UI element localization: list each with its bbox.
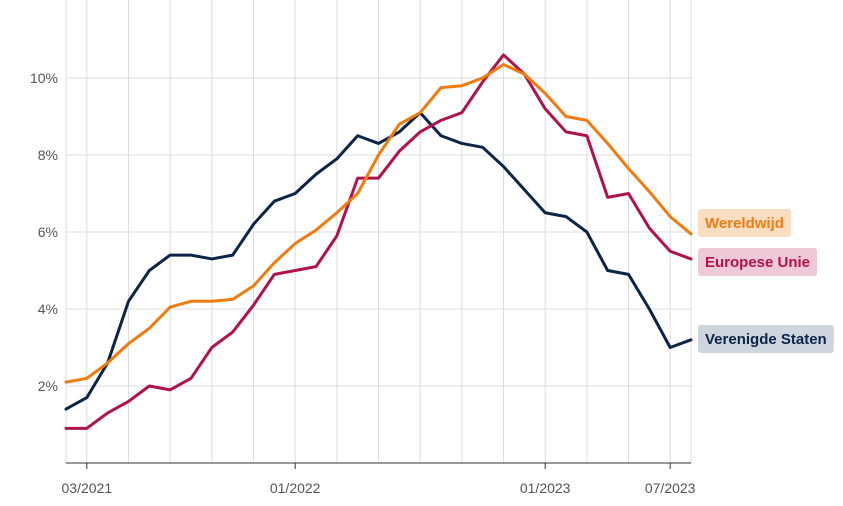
x-tick-label: 03/2021 — [62, 480, 113, 496]
y-tick-label: 2% — [38, 378, 58, 394]
y-tick-label: 6% — [38, 224, 58, 240]
legend-item-europese-unie: Europese Unie — [698, 248, 818, 276]
legend-label-background — [698, 325, 834, 353]
x-axis-labels: 03/2021 01/2022 01/2023 07/2023 — [62, 463, 696, 496]
legend-label-background — [698, 209, 791, 237]
legend-label: Europese Unie — [705, 254, 810, 271]
series-line-verenigde-staten — [64, 111, 693, 411]
y-tick-label: 4% — [38, 301, 58, 317]
y-axis-labels: 2% 4% 6% 8% 10% — [30, 70, 58, 394]
legend-item-verenigde-staten: Verenigde Staten — [698, 325, 834, 353]
x-tick-label: 01/2022 — [270, 480, 321, 496]
series-lines — [64, 53, 693, 430]
legend-item-wereldwijd: Wereldwijd — [698, 209, 791, 237]
x-tick-label: 07/2023 — [645, 480, 696, 496]
legend-label: Verenigde Staten — [705, 331, 827, 348]
x-tick-label: 01/2023 — [520, 480, 571, 496]
y-tick-label: 10% — [30, 70, 58, 86]
series-line-wereldwijd — [64, 63, 693, 384]
y-tick-label: 8% — [38, 147, 58, 163]
legend-label: Wereldwijd — [705, 215, 784, 232]
legend: Wereldwijd Europese Unie Verenigde Staten — [698, 209, 834, 353]
legend-label-background — [698, 248, 818, 276]
series-line-europese-unie — [64, 53, 693, 430]
